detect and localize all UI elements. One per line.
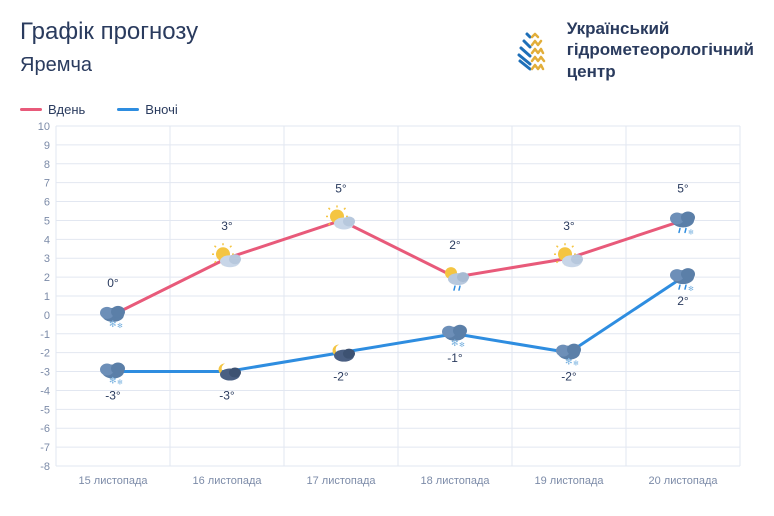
- legend-label-day: Вдень: [48, 102, 85, 117]
- x-tick-label: 15 листопада: [79, 475, 149, 487]
- legend-swatch-night: [117, 108, 139, 111]
- temp-label: 2°: [449, 238, 461, 252]
- title-block: Графік прогнозу Яремча: [20, 18, 198, 77]
- temp-label: 0°: [107, 276, 119, 290]
- moon-cloud-icon: [333, 345, 355, 362]
- cloud-snow-icon: [100, 306, 125, 330]
- temp-label: -3°: [105, 389, 121, 403]
- y-tick-label: -5: [40, 404, 50, 416]
- legend-label-night: Вночі: [145, 102, 177, 117]
- x-tick-label: 18 листопада: [421, 475, 491, 487]
- y-tick-label: -2: [40, 348, 50, 360]
- temp-label: 3°: [221, 219, 233, 233]
- org-line1: Український: [567, 18, 754, 39]
- chart-subtitle: Яремча: [20, 54, 198, 77]
- chart-svg: ✻ ✻: [30, 118, 750, 496]
- y-tick-label: -6: [40, 423, 50, 435]
- organization-name: Український гідрометеорологічний центр: [567, 18, 754, 82]
- y-tick-label: -1: [40, 329, 50, 341]
- chart-title: Графік прогнозу: [20, 18, 198, 46]
- x-tick-label: 17 листопада: [307, 475, 377, 487]
- temp-label: -2°: [333, 370, 349, 384]
- temp-label: 2°: [677, 294, 689, 308]
- y-tick-label: 9: [44, 140, 50, 152]
- sun-cloud-icon: [554, 243, 583, 267]
- y-tick-label: -4: [40, 385, 50, 397]
- y-tick-label: 8: [44, 159, 50, 171]
- legend: Вдень Вночі: [20, 102, 178, 117]
- temp-label: 3°: [563, 219, 575, 233]
- cloud-snow-icon: [100, 363, 125, 387]
- org-line3: центр: [567, 61, 754, 82]
- y-tick-label: 2: [44, 272, 50, 284]
- y-tick-label: 3: [44, 253, 50, 265]
- cloud-rain-snow-icon: [670, 268, 695, 293]
- cloud-snow-icon: [556, 344, 581, 368]
- sun-cloud-icon: [326, 205, 355, 229]
- sun-cloud-rain-icon: [445, 267, 469, 290]
- y-tick-label: 7: [44, 178, 50, 190]
- organization-block: Український гідрометеорологічний центр: [509, 18, 754, 82]
- chart-area: ✻ ✻: [30, 118, 750, 496]
- legend-item-night: Вночі: [117, 102, 177, 117]
- y-tick-label: -8: [40, 461, 50, 473]
- y-tick-label: 10: [38, 121, 50, 133]
- x-tick-label: 20 листопада: [649, 475, 719, 487]
- y-tick-label: 4: [44, 234, 50, 246]
- y-tick-label: 0: [44, 310, 50, 322]
- moon-cloud-icon: [219, 364, 241, 381]
- x-tick-label: 16 листопада: [193, 475, 263, 487]
- cloud-snow-icon: [442, 325, 467, 349]
- cloud-rain-snow-icon: [670, 211, 695, 236]
- temp-label: 5°: [335, 181, 347, 195]
- y-tick-label: -7: [40, 442, 50, 454]
- y-tick-label: -3: [40, 367, 50, 379]
- y-tick-label: 1: [44, 291, 50, 303]
- organization-logo-icon: [509, 23, 553, 77]
- org-line2: гідрометеорологічний: [567, 39, 754, 60]
- legend-swatch-day: [20, 108, 42, 111]
- y-tick-label: 6: [44, 197, 50, 209]
- temp-label: -2°: [561, 370, 577, 384]
- legend-item-day: Вдень: [20, 102, 85, 117]
- temp-label: -1°: [447, 351, 463, 365]
- temp-label: 5°: [677, 181, 689, 195]
- y-tick-label: 5: [44, 215, 50, 227]
- temp-label: -3°: [219, 389, 235, 403]
- x-tick-label: 19 листопада: [535, 475, 605, 487]
